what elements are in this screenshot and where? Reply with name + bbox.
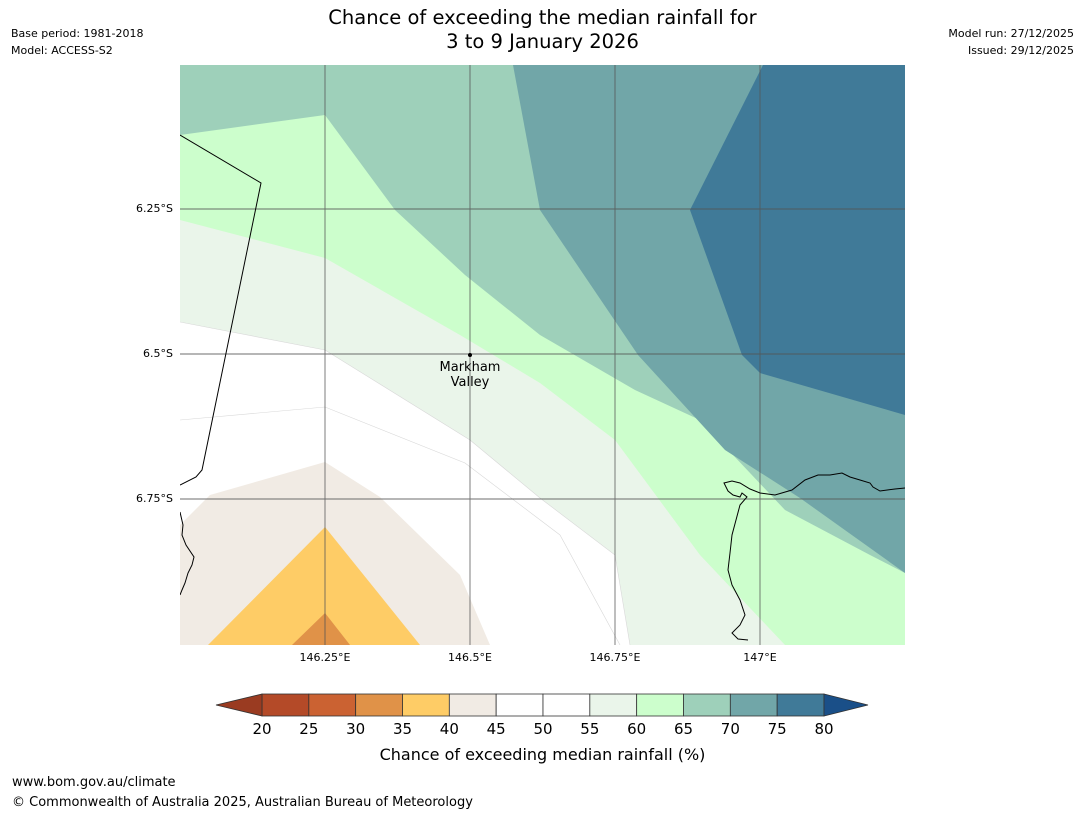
- colorbar-tick-80: 80: [814, 720, 834, 738]
- colorbar-cell-40-45: [448, 693, 497, 717]
- issued-label: Issued: 29/12/2025: [967, 44, 1074, 57]
- colorbar-title: Chance of exceeding median rainfall (%): [379, 745, 706, 764]
- band-75-80: [690, 65, 905, 415]
- lon-label-146-5: 146.5°E: [448, 651, 492, 664]
- place-label-markham-valley: Markham Valley: [420, 360, 520, 390]
- colorbar-tick-30: 30: [346, 720, 366, 738]
- colorbar-tick-20: 20: [252, 720, 272, 738]
- province-border: [180, 134, 262, 486]
- coastline-west: [180, 511, 195, 596]
- map-title: Chance of exceeding the median rainfall …: [0, 6, 1085, 54]
- map-title-line1: Chance of exceeding the median rainfall …: [328, 6, 757, 29]
- colorbar-tick-25: 25: [299, 720, 319, 738]
- coastline-east: [723, 472, 905, 641]
- colorbar-tick-45: 45: [486, 720, 506, 738]
- lon-label-146-75: 146.75°E: [589, 651, 641, 664]
- copyright-notice: © Commonwealth of Australia 2025, Austra…: [12, 795, 473, 810]
- colorbar-tick-35: 35: [392, 720, 413, 738]
- place-marker-dot: [468, 353, 472, 357]
- contour-line: [180, 321, 631, 645]
- lat-label-6-75: 6.75°S: [136, 492, 173, 505]
- colorbar-cell-55-60: [589, 693, 638, 717]
- colorbar-over-arrow: [823, 693, 869, 717]
- colorbar-tick-55: 55: [580, 720, 600, 738]
- contour-line: [180, 406, 621, 645]
- colorbar-tick-65: 65: [673, 720, 694, 738]
- colorbar-cell-65-70: [683, 693, 731, 717]
- colorbar-cell-20-25: [261, 693, 310, 717]
- colorbar-cell-60-65: [636, 693, 684, 717]
- lat-label-6-5: 6.5°S: [143, 347, 173, 360]
- colorbar-cell-35-40: [402, 693, 450, 717]
- model-run-label: Model run: 27/12/2025: [948, 27, 1074, 40]
- lon-label-146-25: 146.25°E: [299, 651, 351, 664]
- rainfall-probability-map: [180, 65, 905, 645]
- colorbar-cell-45-50: [495, 693, 544, 717]
- lat-label-6-25: 6.25°S: [136, 202, 173, 215]
- colorbar-tick-60: 60: [627, 720, 647, 738]
- colorbar-cell-70-75: [729, 693, 778, 717]
- colorbar-cell-75-80: [776, 693, 825, 717]
- base-period-label: Base period: 1981-2018: [11, 27, 144, 40]
- model-label: Model: ACCESS-S2: [11, 44, 113, 57]
- place-label-line1: Markham: [439, 360, 501, 375]
- colorbar-tick-50: 50: [533, 720, 553, 738]
- colorbar-tick-40: 40: [439, 720, 459, 738]
- colorbar-under-arrow: [215, 693, 263, 717]
- band-35-40: [208, 527, 420, 645]
- bom-url: www.bom.gov.au/climate: [12, 775, 176, 790]
- colorbar-cell-25-30: [308, 693, 357, 717]
- band-30-35: [292, 613, 350, 645]
- place-label-line2: Valley: [450, 375, 490, 390]
- lon-label-147: 147°E: [743, 651, 777, 664]
- colorbar-cell-50-55: [542, 693, 591, 717]
- colorbar-tick-75: 75: [767, 720, 787, 738]
- map-title-line2: 3 to 9 January 2026: [446, 30, 639, 53]
- colorbar-cell-30-35: [355, 693, 403, 717]
- colorbar-tick-70: 70: [720, 720, 740, 738]
- colorbar: [215, 693, 869, 717]
